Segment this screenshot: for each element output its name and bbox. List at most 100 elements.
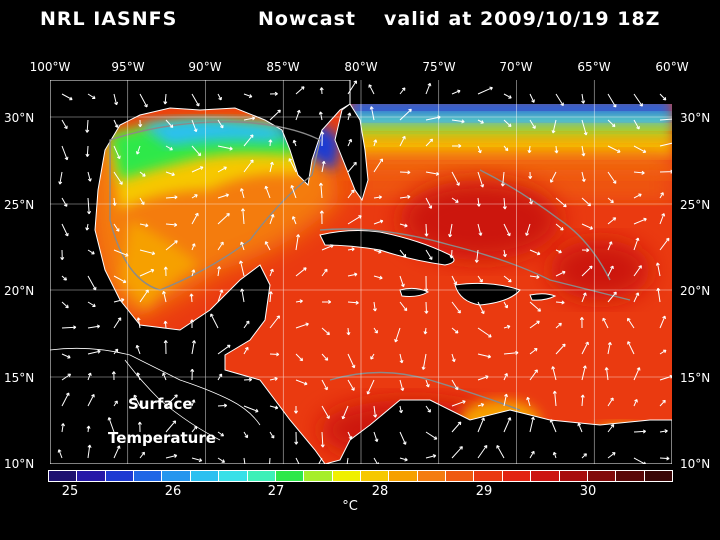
current-arrow bbox=[139, 451, 145, 459]
current-arrow bbox=[295, 234, 301, 251]
current-arrow bbox=[191, 166, 204, 173]
current-vectors bbox=[57, 80, 672, 464]
lon-label: 90°W bbox=[188, 60, 222, 74]
current-arrow bbox=[477, 145, 482, 154]
current-arrow bbox=[555, 322, 562, 329]
current-arrow bbox=[529, 369, 538, 381]
current-arrow bbox=[318, 111, 323, 121]
current-arrow bbox=[321, 268, 328, 277]
current-arrow bbox=[659, 118, 672, 121]
current-arrow bbox=[477, 119, 484, 124]
current-arrow bbox=[581, 365, 587, 381]
current-arrow bbox=[502, 249, 507, 258]
current-arrow bbox=[607, 452, 616, 459]
colorbar-tick: 30 bbox=[579, 484, 597, 499]
lat-label-left: 30°N bbox=[4, 111, 35, 125]
current-arrow bbox=[210, 313, 219, 329]
colorbar-cell bbox=[586, 470, 617, 482]
colorbar-cell bbox=[189, 470, 220, 482]
current-arrow bbox=[217, 289, 224, 303]
current-arrow bbox=[373, 405, 378, 418]
current-arrow bbox=[474, 249, 479, 263]
current-arrow bbox=[529, 249, 541, 256]
current-arrow bbox=[451, 400, 466, 407]
current-arrow bbox=[633, 217, 647, 225]
current-arrow bbox=[451, 197, 459, 203]
current-arrow bbox=[423, 327, 428, 335]
current-arrow bbox=[87, 372, 92, 381]
current-arrow bbox=[503, 324, 511, 329]
current-arrow bbox=[633, 457, 647, 464]
current-arrow bbox=[347, 189, 355, 199]
current-arrow bbox=[633, 93, 643, 107]
current-arrow bbox=[165, 119, 174, 128]
lon-label: 100°W bbox=[29, 60, 71, 74]
current-arrow bbox=[421, 353, 427, 370]
current-arrow bbox=[217, 241, 224, 251]
current-arrow bbox=[292, 139, 297, 147]
lon-label: 95°W bbox=[111, 60, 145, 74]
current-arrow bbox=[295, 379, 308, 386]
current-arrow bbox=[165, 222, 178, 227]
colorbar-cell bbox=[615, 470, 645, 482]
current-arrow bbox=[581, 223, 594, 230]
current-arrow bbox=[577, 422, 583, 433]
lat-label-left: 20°N bbox=[4, 284, 35, 298]
current-arrow bbox=[135, 145, 141, 155]
current-arrow bbox=[633, 292, 640, 303]
product-source-label: NRL IASNFS bbox=[40, 8, 178, 30]
current-arrow bbox=[347, 353, 356, 369]
current-arrow bbox=[61, 301, 69, 309]
current-arrow bbox=[372, 301, 377, 312]
current-arrow bbox=[347, 215, 362, 225]
current-arrow bbox=[162, 372, 167, 381]
current-arrow bbox=[529, 450, 535, 459]
current-arrow bbox=[659, 374, 672, 381]
current-arrow bbox=[163, 320, 168, 329]
current-arrow bbox=[87, 444, 92, 459]
current-arrow bbox=[633, 145, 647, 153]
current-arrow bbox=[399, 87, 406, 95]
current-arrow bbox=[87, 197, 92, 215]
current-arrow bbox=[633, 367, 641, 381]
current-arrow bbox=[581, 248, 590, 253]
current-arrow bbox=[581, 292, 587, 303]
current-arrow bbox=[373, 195, 383, 200]
current-arrow bbox=[425, 138, 434, 147]
current-arrow bbox=[477, 86, 493, 95]
current-arrow bbox=[264, 241, 271, 251]
current-arrow bbox=[321, 353, 329, 361]
current-arrow bbox=[370, 353, 375, 360]
current-arrow bbox=[240, 288, 245, 303]
colorbar-cell bbox=[643, 470, 673, 482]
current-arrow bbox=[528, 171, 533, 179]
current-arrow bbox=[217, 193, 229, 199]
current-arrow bbox=[341, 405, 349, 420]
current-arrow bbox=[85, 223, 90, 231]
current-arrow bbox=[659, 315, 666, 329]
current-arrow bbox=[136, 317, 141, 329]
current-arrow bbox=[295, 457, 300, 464]
current-arrow bbox=[217, 403, 228, 408]
current-arrow bbox=[551, 366, 557, 381]
colorbar-cell bbox=[303, 470, 333, 482]
current-arrow bbox=[217, 166, 227, 173]
current-arrow bbox=[293, 406, 299, 414]
current-arrow bbox=[659, 169, 672, 174]
current-arrow bbox=[425, 379, 430, 388]
colorbar-cell bbox=[360, 470, 390, 482]
current-arrow bbox=[217, 119, 224, 129]
current-arrow bbox=[191, 269, 196, 277]
colorbar-cell bbox=[530, 470, 560, 482]
current-arrow bbox=[394, 327, 401, 343]
current-arrow bbox=[424, 301, 429, 314]
current-arrow bbox=[424, 223, 429, 237]
current-arrow bbox=[347, 300, 359, 305]
current-arrow bbox=[321, 327, 330, 336]
current-arrow bbox=[581, 93, 586, 104]
current-arrow bbox=[529, 197, 533, 205]
current-arrow bbox=[607, 119, 616, 128]
current-arrow bbox=[321, 405, 330, 419]
current-arrow bbox=[399, 431, 407, 445]
current-arrow bbox=[503, 223, 511, 237]
